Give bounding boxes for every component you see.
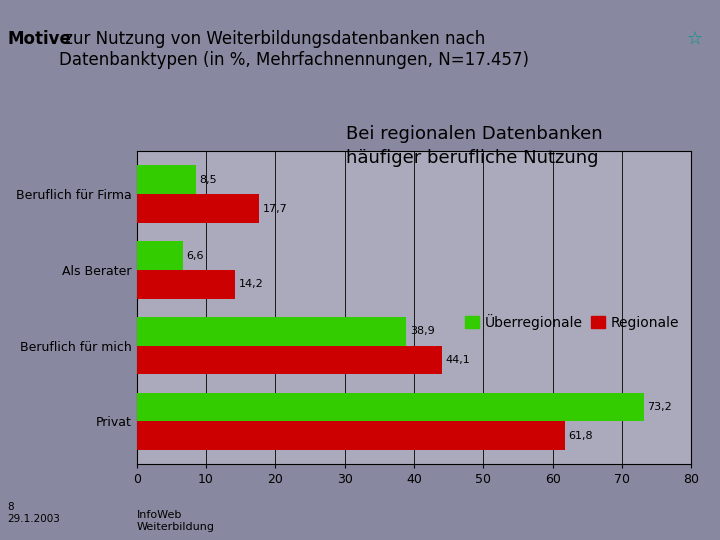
Text: zur Nutzung von Weiterbildungsdatenbanken nach
Datenbanktypen (in %, Mehrfachnen: zur Nutzung von Weiterbildungsdatenbanke… [59, 30, 529, 69]
Legend: Überregionale, Regionale: Überregionale, Regionale [459, 308, 684, 335]
Bar [137, 421, 565, 450]
Text: 61,8: 61,8 [569, 431, 593, 441]
Bar [137, 317, 406, 346]
Bar [137, 393, 644, 421]
Text: 44,1: 44,1 [446, 355, 471, 365]
Text: ☆: ☆ [687, 30, 703, 48]
Text: 8
29.1.2003: 8 29.1.2003 [7, 502, 60, 524]
Text: 38,9: 38,9 [410, 326, 435, 336]
Bar [137, 241, 183, 270]
Text: Bei regionalen Datenbanken
häufiger berufliche Nutzung: Bei regionalen Datenbanken häufiger beru… [346, 125, 602, 167]
Bar [137, 346, 442, 374]
Text: 14,2: 14,2 [238, 279, 264, 289]
Text: Motive: Motive [7, 30, 71, 48]
Text: 8,5: 8,5 [199, 175, 217, 185]
Bar [137, 194, 259, 223]
Text: 17,7: 17,7 [263, 204, 288, 214]
Text: 73,2: 73,2 [647, 402, 672, 412]
Text: 6,6: 6,6 [186, 251, 204, 260]
Bar [137, 270, 235, 299]
Bar [137, 165, 196, 194]
Text: InfoWeb
Weiterbildung: InfoWeb Weiterbildung [137, 510, 215, 532]
